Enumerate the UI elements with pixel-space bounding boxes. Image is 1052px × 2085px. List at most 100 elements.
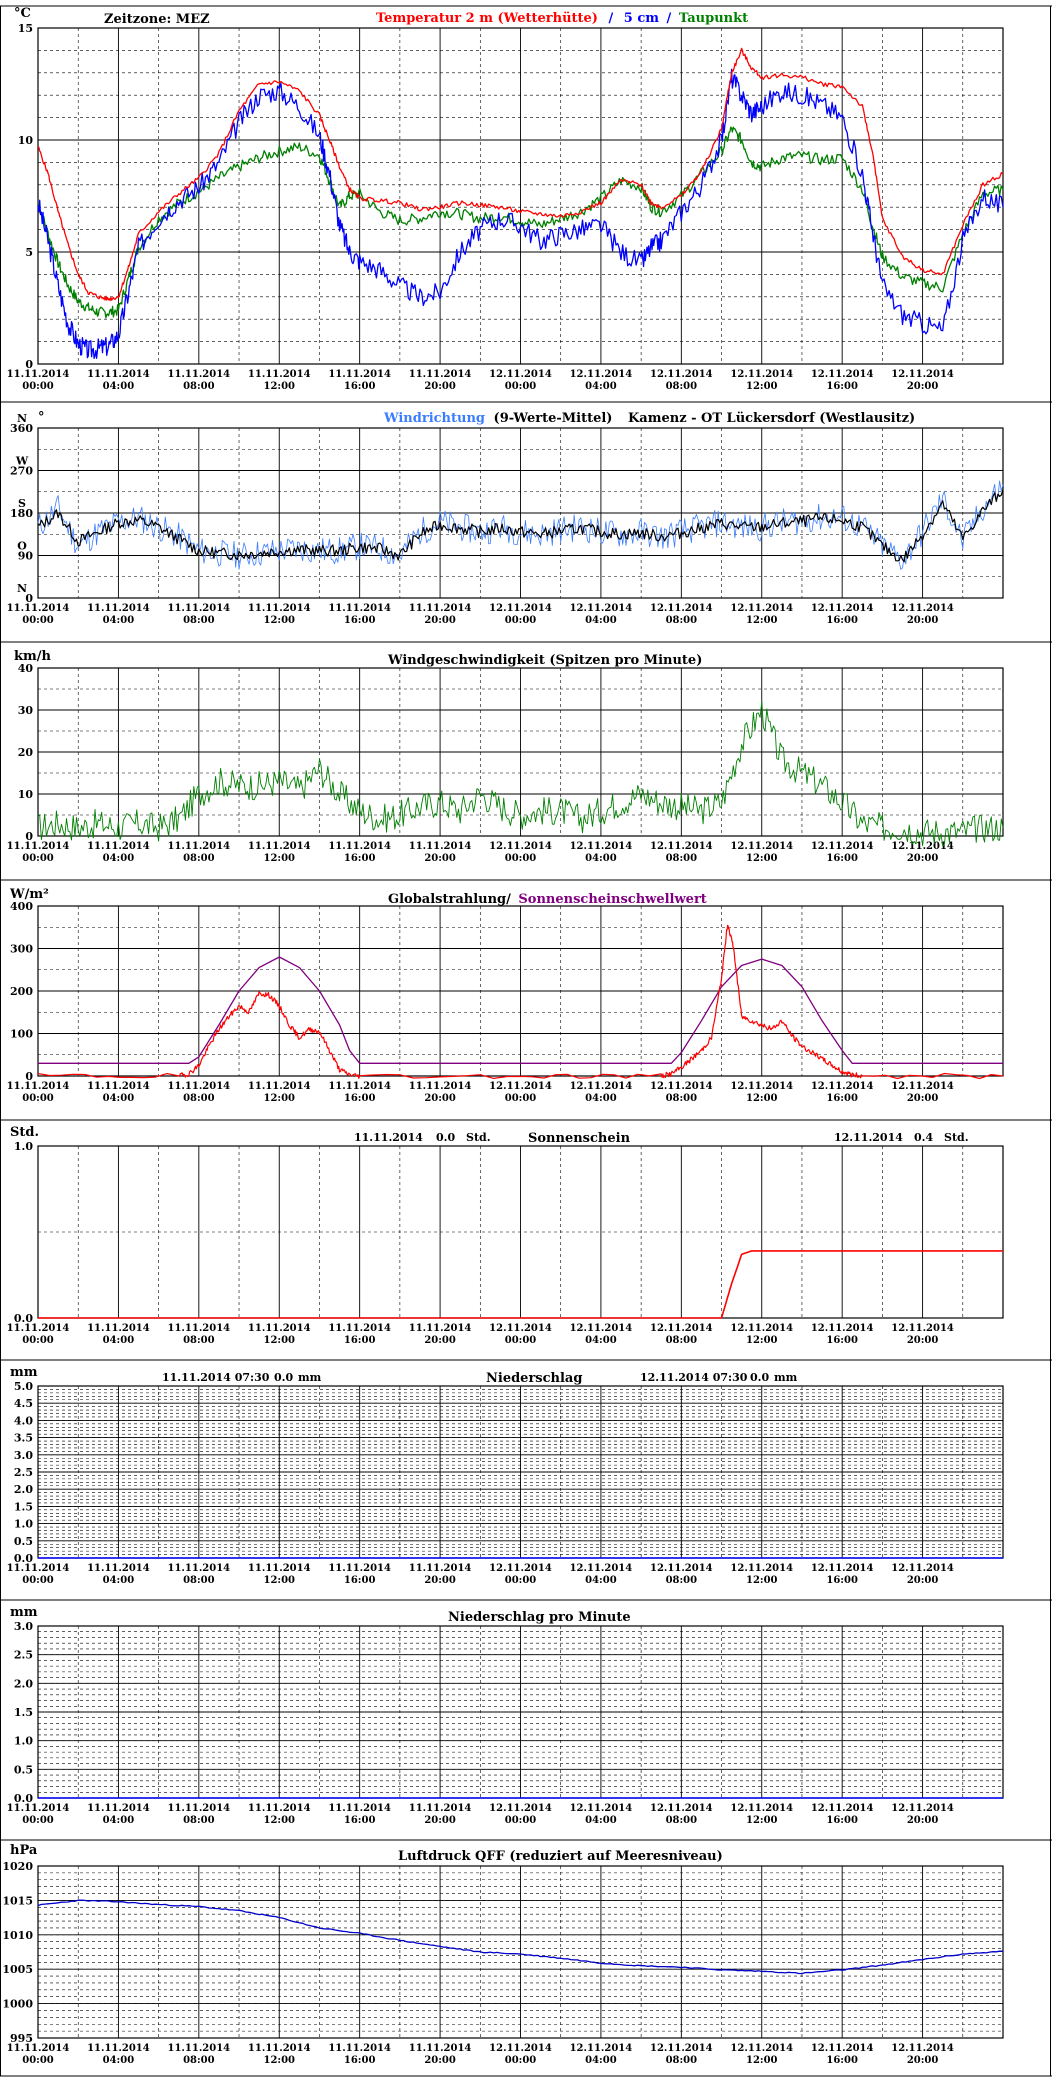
x-tick-time: 12:00 (263, 1335, 295, 1346)
x-tick-time: 16:00 (826, 381, 858, 392)
y-tick-label: 300 (10, 943, 33, 956)
series-line-pressure (37, 1899, 1004, 1975)
x-tick-date: 11.11.2014 (87, 1081, 150, 1092)
x-tick-time: 12:00 (746, 1093, 778, 1104)
x-tick-date: 12.11.2014 (730, 2043, 793, 2054)
y-tick-label: 2.5 (14, 1466, 33, 1479)
y-tick-label: 0.0 (14, 1552, 33, 1565)
plot-area-border (37, 27, 1004, 365)
x-tick-time: 04:00 (103, 1335, 135, 1346)
x-tick-time: 16:00 (344, 2055, 376, 2066)
wspeed-unit: km/h (14, 649, 52, 664)
y-tick-label: 5 (25, 246, 33, 259)
x-tick-date: 12.11.2014 (811, 1081, 874, 1092)
x-tick-time: 08:00 (183, 853, 215, 864)
x-tick-date: 12.11.2014 (730, 369, 793, 380)
plot-area-border (37, 427, 1004, 599)
x-tick-date: 11.11.2014 (409, 603, 472, 614)
x-tick-date: 11.11.2014 (87, 841, 150, 852)
x-tick-date: 11.11.2014 (7, 1081, 70, 1092)
x-tick-time: 12:00 (746, 1575, 778, 1586)
x-tick-date: 12.11.2014 (891, 1803, 954, 1814)
x-tick-date: 12.11.2014 (650, 1081, 713, 1092)
x-tick-date: 12.11.2014 (891, 1323, 954, 1334)
x-tick-time: 00:00 (22, 853, 54, 864)
temp-title-sep: / (608, 11, 613, 26)
y-tick-label: 270 (10, 465, 33, 478)
y-tick-label: 0 (25, 592, 33, 605)
rad-unit: W/m² (9, 887, 49, 902)
x-tick-time: 20:00 (907, 615, 939, 626)
x-tick-time: 20:00 (424, 2055, 456, 2066)
x-tick-date: 12.11.2014 (811, 369, 874, 380)
y-tick-label: 1000 (2, 1998, 33, 2011)
x-tick-time: 20:00 (424, 381, 456, 392)
x-tick-time: 08:00 (183, 615, 215, 626)
x-tick-date: 11.11.2014 (248, 603, 311, 614)
x-tick-date: 12.11.2014 (489, 1803, 552, 1814)
x-tick-date: 11.11.2014 (87, 1323, 150, 1334)
x-tick-date: 11.11.2014 (248, 1081, 311, 1092)
x-tick-time: 12:00 (263, 1575, 295, 1586)
temp-unit: °C (14, 6, 31, 21)
x-tick-time: 00:00 (505, 1815, 537, 1826)
x-tick-time: 08:00 (666, 1335, 698, 1346)
x-tick-time: 12:00 (263, 1093, 295, 1104)
x-tick-date: 11.11.2014 (409, 1081, 472, 1092)
x-tick-time: 08:00 (666, 1815, 698, 1826)
x-tick-date: 11.11.2014 (328, 1323, 391, 1334)
x-tick-time: 16:00 (826, 2055, 858, 2066)
x-tick-date: 11.11.2014 (7, 1323, 70, 1334)
y-tick-label: 1.0 (14, 1140, 33, 1153)
x-tick-time: 00:00 (505, 615, 537, 626)
x-tick-time: 04:00 (585, 1335, 617, 1346)
x-tick-time: 08:00 (666, 615, 698, 626)
x-tick-date: 11.11.2014 (248, 1803, 311, 1814)
y-tick-label: 3.0 (14, 1620, 33, 1633)
y-tick-label: 1005 (2, 1963, 33, 1976)
press-title: Luftdruck QFF (reduziert auf Meeresnivea… (398, 1849, 723, 1864)
x-tick-date: 12.11.2014 (570, 369, 633, 380)
temp-zone: Zeitzone: MEZ (104, 12, 210, 27)
y-tick-label: 2.0 (14, 1677, 33, 1690)
y-tick-label: 400 (10, 900, 33, 913)
x-tick-time: 00:00 (22, 381, 54, 392)
x-tick-date: 12.11.2014 (570, 1563, 633, 1574)
wdir-station: Kamenz - OT Lückersdorf (Westlausitz) (628, 411, 915, 426)
x-tick-time: 16:00 (344, 1093, 376, 1104)
x-tick-date: 12.11.2014 (570, 841, 633, 852)
x-tick-date: 11.11.2014 (87, 1803, 150, 1814)
x-tick-time: 12:00 (746, 615, 778, 626)
x-tick-date: 11.11.2014 (7, 1563, 70, 1574)
x-tick-time: 20:00 (907, 381, 939, 392)
x-tick-time: 08:00 (666, 2055, 698, 2066)
x-tick-date: 12.11.2014 (650, 1323, 713, 1334)
x-tick-date: 12.11.2014 (811, 1563, 874, 1574)
x-tick-time: 16:00 (344, 615, 376, 626)
x-tick-date: 11.11.2014 (168, 2043, 231, 2054)
x-tick-time: 16:00 (826, 1335, 858, 1346)
x-tick-time: 04:00 (103, 1575, 135, 1586)
x-tick-time: 16:00 (344, 1815, 376, 1826)
compass-label: N (17, 582, 27, 595)
y-tick-label: 0.0 (14, 1312, 33, 1325)
x-tick-time: 04:00 (585, 1093, 617, 1104)
x-tick-time: 20:00 (424, 1575, 456, 1586)
series-line-global-radiation (37, 924, 1004, 1080)
x-tick-date: 12.11.2014 (650, 603, 713, 614)
y-tick-label: 40 (18, 662, 34, 675)
x-tick-time: 20:00 (424, 1093, 456, 1104)
x-tick-time: 16:00 (826, 853, 858, 864)
x-tick-date: 11.11.2014 (328, 603, 391, 614)
x-tick-date: 11.11.2014 (328, 841, 391, 852)
x-tick-date: 11.11.2014 (168, 1803, 231, 1814)
x-tick-date: 11.11.2014 (328, 2043, 391, 2054)
plot-area-border (37, 667, 1004, 837)
y-tick-label: 0.5 (14, 1535, 33, 1548)
x-tick-time: 00:00 (22, 1335, 54, 1346)
x-tick-date: 11.11.2014 (328, 1081, 391, 1092)
y-tick-label: 1.5 (14, 1706, 33, 1719)
x-tick-time: 08:00 (666, 381, 698, 392)
sun-day2-unit: Std. (944, 1131, 969, 1144)
